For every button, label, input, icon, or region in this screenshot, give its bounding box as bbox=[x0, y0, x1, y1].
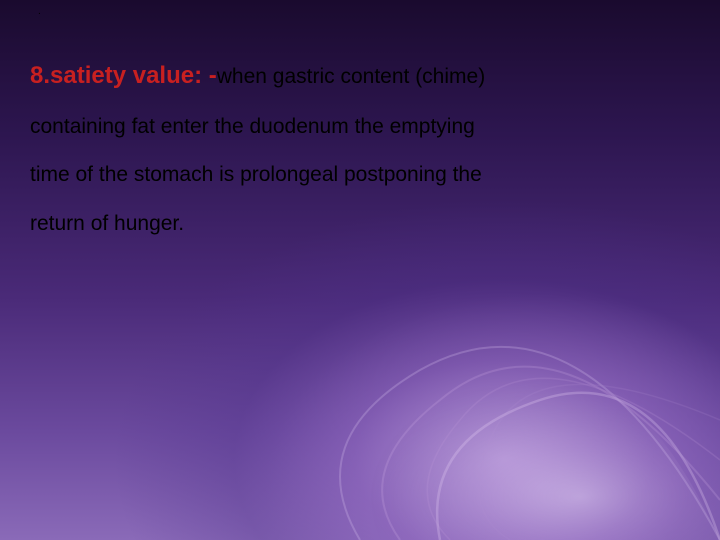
heading-text: satiety value: - bbox=[50, 62, 217, 89]
body-line-1: when gastric content (chime) bbox=[217, 65, 485, 88]
heading-number: 8. bbox=[30, 62, 50, 89]
body-line-2: containing fat enter the duodenum the em… bbox=[30, 115, 475, 138]
body-line-4: return of hunger. bbox=[30, 212, 184, 235]
slide-content: 8.satiety value: -when gastric content (… bbox=[30, 48, 690, 248]
corner-dot: . bbox=[38, 6, 41, 17]
body-line-3: time of the stomach is prolongeal postpo… bbox=[30, 163, 482, 186]
slide: . 8.satiety value: -when gastric content… bbox=[0, 0, 720, 540]
